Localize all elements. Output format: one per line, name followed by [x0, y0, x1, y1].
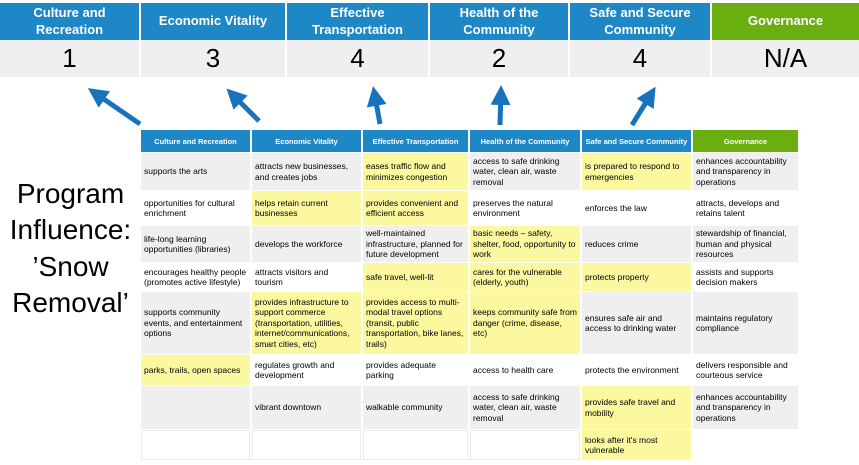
arrow-up-icon — [629, 86, 656, 127]
matrix-cell: regulates growth and development — [252, 355, 361, 385]
matrix-cell — [141, 430, 250, 460]
scoreboard-column: Culture and Recreation 1 — [0, 3, 139, 77]
scoreboard-score: 1 — [0, 40, 139, 77]
matrix-cell: enhances accountability and transparency… — [693, 153, 798, 190]
matrix-cell: supports the arts — [141, 153, 250, 190]
matrix-cell: well-maintained infrastructure, planned … — [363, 226, 468, 262]
matrix-cell: develops the workforce — [252, 226, 361, 262]
matrix-cell — [470, 430, 580, 460]
matrix-cell: helps retain current businesses — [252, 191, 361, 225]
arrow-up-icon — [366, 86, 387, 125]
program-influence-label: Program Influence: ’Snow Removal’ — [9, 178, 132, 319]
scoreboard-column: Health of the Community 2 — [430, 3, 568, 77]
matrix-cell: reduces crime — [582, 226, 691, 262]
matrix-cell: safe travel, well-lit — [363, 263, 468, 291]
scoreboard-header: Health of the Community — [430, 3, 568, 40]
scoreboard-score: 4 — [570, 40, 710, 77]
scoreboard-header: Effective Transportation — [287, 3, 428, 40]
matrix-cell: protects the environment — [582, 355, 691, 385]
matrix-cell: attracts visitors and tourism — [252, 263, 361, 291]
arrow-up-icon — [87, 88, 142, 127]
scoreboard-score: N/A — [712, 40, 859, 77]
matrix-cell: supports community events, and entertain… — [141, 292, 250, 354]
scoreboard-header: Safe and Secure Community — [570, 3, 710, 40]
matrix-cell: access to safe drinking water, clean air… — [470, 153, 580, 190]
matrix-cell: life-long learning opportunities (librar… — [141, 226, 250, 262]
matrix-cell: attracts new businesses, and creates job… — [252, 153, 361, 190]
matrix-header-cell: Effective Transportation — [363, 130, 468, 152]
matrix-cell: protects property — [582, 263, 691, 291]
scoreboard-header: Economic Vitality — [141, 3, 285, 40]
matrix-cell: provides convenient and efficient access — [363, 191, 468, 225]
matrix-cell: basic needs – safety, shelter, food, opp… — [470, 226, 580, 262]
scoreboard-column: Safe and Secure Community 4 — [570, 3, 710, 77]
matrix-cell: vibrant downtown — [252, 386, 361, 429]
matrix-header-cell: Safe and Secure Community — [582, 130, 691, 152]
arrow-up-icon — [226, 88, 261, 123]
scoreboard: Culture and Recreation 1 Economic Vitality… — [0, 3, 859, 77]
matrix-cell — [141, 386, 250, 429]
arrow-up-icon — [490, 85, 511, 126]
matrix-cell: stewardship of financial, human and phys… — [693, 226, 798, 262]
matrix-cell — [363, 430, 468, 460]
scoreboard-score: 3 — [141, 40, 285, 77]
scoreboard-column: Economic Vitality 3 — [141, 3, 285, 77]
matrix-cell: is prepared to respond to emergencies — [582, 153, 691, 190]
matrix-cell: ensures safe air and access to drinking … — [582, 292, 691, 354]
matrix-cell: preserves the natural environment — [470, 191, 580, 225]
scoreboard-header: Culture and Recreation — [0, 3, 139, 40]
matrix-cell: enhances accountability and transparency… — [693, 386, 798, 429]
matrix-cell: attracts, develops and retains talent — [693, 191, 798, 225]
matrix-cell: eases traffic flow and minimizes congest… — [363, 153, 468, 190]
matrix-cell: access to safe drinking water, clean air… — [470, 386, 580, 429]
scoreboard-score: 2 — [430, 40, 568, 77]
scoreboard-column: Effective Transportation 4 — [287, 3, 428, 77]
matrix-header-cell: Governance — [693, 130, 798, 152]
criteria-matrix: Culture and Recreation Economic Vitality E… — [141, 130, 798, 460]
matrix-cell: enforces the law — [582, 191, 691, 225]
matrix-cell: access to health care — [470, 355, 580, 385]
matrix-cell: parks, trails, open spaces — [141, 355, 250, 385]
matrix-cell: keeps community safe from danger (crime,… — [470, 292, 580, 354]
matrix-cell: provides safe travel and mobility — [582, 386, 691, 429]
matrix-cell: provides infrastructure to support comme… — [252, 292, 361, 354]
matrix-cell: looks after it's most vulnerable — [582, 430, 691, 460]
matrix-header-cell: Health of the Community — [470, 130, 580, 152]
matrix-header-cell: Economic Vitality — [252, 130, 361, 152]
matrix-cell — [693, 430, 798, 460]
matrix-header-cell: Culture and Recreation — [141, 130, 250, 152]
matrix-cell: opportunities for cultural enrichment — [141, 191, 250, 225]
matrix-cell: delivers responsible and courteous servi… — [693, 355, 798, 385]
matrix-cell: maintains regulatory compliance — [693, 292, 798, 354]
matrix-cell — [252, 430, 361, 460]
matrix-cell: provides adequate parking — [363, 355, 468, 385]
scoreboard-score: 4 — [287, 40, 428, 77]
matrix-cell: provides access to multi-modal travel op… — [363, 292, 468, 354]
matrix-cell: assists and supports decision makers — [693, 263, 798, 291]
matrix-cell: walkable community — [363, 386, 468, 429]
scoreboard-column: Governance N/A — [712, 3, 859, 77]
scoreboard-header: Governance — [712, 3, 859, 40]
matrix-cell: encourages healthy people (promotes acti… — [141, 263, 250, 291]
matrix-cell: cares for the vulnerable (elderly, youth… — [470, 263, 580, 291]
